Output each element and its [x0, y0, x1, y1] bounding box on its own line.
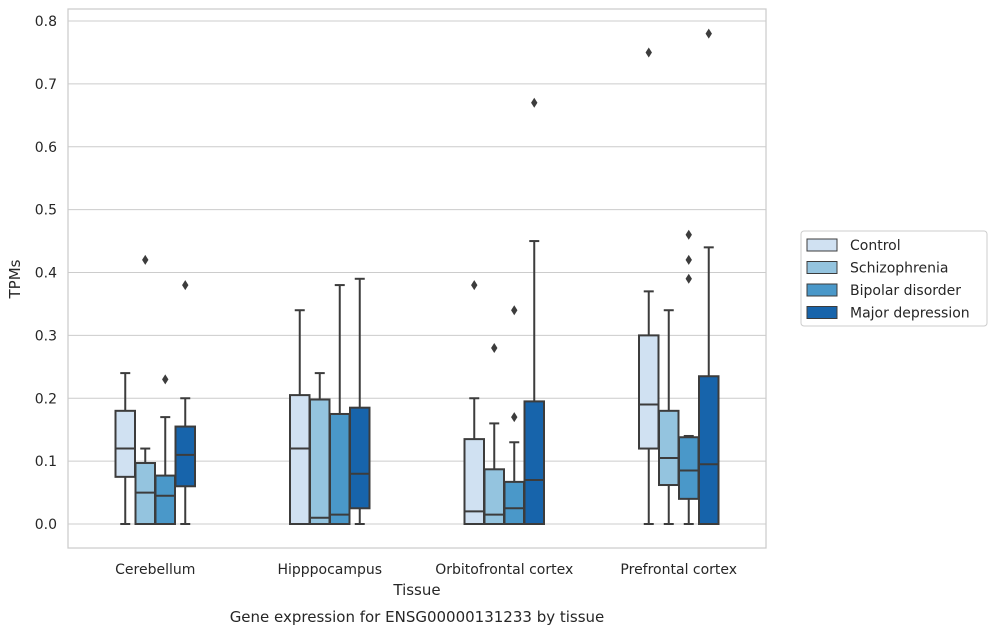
outlier-point — [471, 280, 478, 291]
outlier-point — [685, 254, 692, 265]
legend-swatch — [806, 283, 838, 297]
box-iqr — [503, 480, 525, 525]
box-iqr — [483, 468, 505, 525]
box-iqr — [154, 474, 176, 525]
box-iqr — [658, 409, 680, 487]
x-tick-label: Hipppocampus — [277, 562, 382, 578]
outlier-point — [645, 47, 652, 58]
box — [174, 280, 196, 525]
box — [329, 284, 351, 525]
box — [114, 372, 136, 525]
x-axis-label: Tissue — [392, 581, 440, 599]
box — [134, 254, 156, 526]
outlier-point — [511, 412, 518, 423]
box — [483, 342, 505, 525]
box — [154, 374, 176, 525]
legend-label: Schizophrenia — [850, 261, 948, 277]
legend-swatch — [806, 306, 838, 319]
box-iqr — [309, 398, 331, 526]
y-tick-label: 0.1 — [35, 454, 57, 470]
legend-label: Major depression — [850, 306, 970, 322]
box-iqr — [349, 406, 371, 510]
legend-frame — [800, 230, 988, 327]
outlier-point — [511, 305, 518, 316]
outlier-point — [182, 280, 189, 291]
box-iqr — [174, 425, 196, 488]
box — [463, 280, 485, 525]
box-iqr — [638, 334, 660, 450]
box — [698, 28, 720, 525]
y-tick-labels: 0.0 0.1 0.2 0.3 0.4 0.5 0.6 0.7 0.8 — [35, 14, 57, 533]
y-tick-label: 0.5 — [35, 203, 57, 219]
chart-caption: Gene expression for ENSG00000131233 by t… — [230, 608, 605, 626]
x-tick-labels: Cerebellum Hipppocampus Orbitofrontal cort… — [115, 562, 737, 578]
y-tick-label: 0.3 — [35, 328, 57, 344]
box — [503, 305, 525, 525]
box-plot-series — [114, 28, 720, 526]
legend-label: Control — [850, 238, 901, 254]
outlier-point — [705, 28, 712, 39]
y-tick-label: 0.8 — [35, 14, 57, 30]
box-iqr — [523, 400, 545, 525]
y-tick-label: 0.0 — [35, 517, 57, 533]
box — [678, 229, 700, 525]
box — [289, 309, 311, 526]
box — [658, 309, 680, 525]
outlier-point — [491, 342, 498, 353]
legend: Control Schizophrenia Bipolar disorder Majo… — [800, 230, 988, 327]
box — [309, 372, 331, 526]
box — [349, 277, 371, 525]
y-tick-label: 0.7 — [35, 77, 57, 93]
legend-label: Bipolar disorder — [850, 283, 961, 299]
box-iqr — [698, 375, 720, 525]
outlier-point — [685, 229, 692, 240]
legend-swatch — [806, 238, 838, 252]
y-tick-label: 0.6 — [35, 140, 57, 156]
y-tick-label: 0.2 — [35, 391, 57, 407]
box-iqr — [678, 436, 700, 500]
box — [523, 97, 545, 525]
box — [638, 47, 660, 525]
y-tick-label: 0.4 — [35, 266, 57, 282]
plot-frame — [67, 8, 767, 549]
box-iqr — [329, 412, 351, 525]
box-iqr — [289, 394, 311, 526]
outlier-point — [685, 273, 692, 284]
box-iqr — [114, 409, 136, 478]
x-tick-label: Orbitofrontal cortex — [435, 562, 573, 578]
x-tick-label: Prefrontal cortex — [620, 562, 737, 578]
x-tick-label: Cerebellum — [115, 562, 195, 578]
outlier-point — [142, 254, 149, 265]
y-axis-label: TPMs — [6, 259, 24, 299]
outlier-point — [162, 374, 169, 385]
outlier-point — [531, 97, 538, 108]
legend-swatch — [806, 261, 838, 274]
